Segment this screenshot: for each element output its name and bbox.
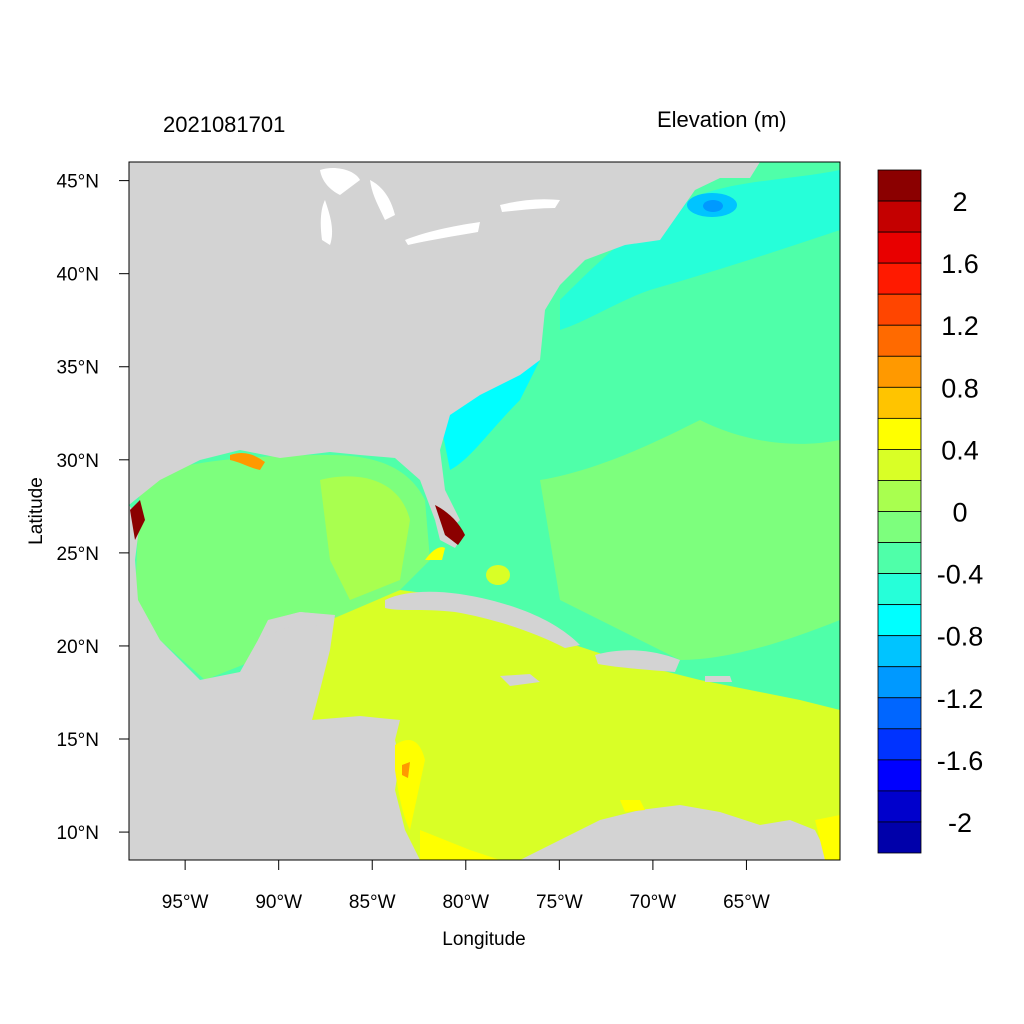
venezuela-coast-high (620, 800, 645, 812)
colorbar-tick-label: 1.6 (941, 249, 979, 279)
colorbar-tick-label: 0.4 (941, 435, 979, 465)
nicaragua-coast-spot (402, 762, 410, 778)
colorbar-swatch (877, 293, 922, 326)
y-axis-label: Latitude (26, 477, 47, 545)
y-tick-label: 20°N (57, 637, 99, 658)
texas-surge (130, 500, 145, 540)
colorbar-swatch (877, 480, 922, 512)
colorbar-swatch (877, 262, 922, 295)
x-tick-label: 80°W (442, 892, 489, 913)
x-tick-label: 75°W (536, 892, 583, 913)
great-lakes (320, 168, 560, 245)
x-tick-label: 95°W (162, 892, 209, 913)
colorbar-swatch (877, 169, 922, 202)
y-tick-label: 30°N (57, 451, 99, 472)
atlantic-zero-region (540, 420, 840, 660)
colorbar-tick-label: -2 (948, 808, 972, 838)
colorbar-tick-label: -1.6 (937, 746, 984, 776)
colorbar-swatch (877, 573, 922, 606)
southeast-coast-low (440, 360, 540, 470)
colorbar-swatch (877, 790, 922, 823)
colorbar-swatch (877, 417, 922, 450)
colorbar-tick-label: -0.4 (937, 560, 984, 590)
date-title: 2021081701 (163, 112, 286, 137)
gulf-of-maine-min (703, 200, 723, 212)
x-tick-label: 85°W (349, 892, 396, 913)
colorbar-tick-label: 2 (952, 187, 967, 217)
colorbar-swatch (877, 666, 922, 699)
central-america-coast-high (395, 740, 425, 830)
colorbar-swatch (877, 542, 922, 574)
x-axis: 95°W 90°W 85°W 80°W 75°W 70°W 65°W (162, 860, 770, 913)
plot-frame (128, 161, 841, 861)
y-tick-label: 10°N (57, 823, 99, 844)
x-tick-label: 70°W (630, 892, 677, 913)
y-axis: 45°N 40°N 35°N 30°N 25°N 20°N 15°N 10°N (57, 172, 129, 844)
florida-surge (435, 505, 465, 545)
colorbar-swatch (877, 386, 922, 419)
y-tick-label: 15°N (57, 730, 99, 751)
colorbar (877, 169, 922, 854)
colorbar-labels: 2 1.6 1.2 0.8 0.4 0 -0.4 -0.8 -1.2 -1.6 -2 (937, 187, 984, 838)
colorbar-swatch (877, 759, 922, 792)
bahamas-high (486, 565, 510, 585)
colorbar-swatch (877, 355, 922, 388)
y-tick-label: 40°N (57, 265, 99, 286)
colorbar-tick-label: -1.2 (937, 684, 984, 714)
colorbar-swatch (877, 231, 922, 264)
colorbar-tick-label: -0.8 (937, 622, 984, 652)
x-tick-label: 90°W (255, 892, 302, 913)
y-tick-label: 25°N (57, 544, 99, 565)
northeast-shelf (560, 170, 840, 330)
colorbar-title: Elevation (m) (657, 107, 787, 132)
colorbar-swatch (877, 604, 922, 637)
y-tick-label: 35°N (57, 358, 99, 379)
keys-high (425, 547, 445, 560)
colorbar-swatch (877, 449, 922, 481)
gulf-east-band (320, 476, 410, 600)
colorbar-tick-label: 0 (952, 498, 967, 528)
colorbar-swatch (877, 635, 922, 668)
colorbar-tick-label: 1.2 (941, 311, 979, 341)
colorbar-swatch (877, 821, 922, 854)
colorbar-swatch (877, 697, 922, 730)
panama-coast-high (420, 830, 500, 860)
trinidad-coast-high (815, 815, 840, 860)
colorbar-tick-label: 0.8 (941, 373, 979, 403)
y-tick-label: 45°N (57, 172, 99, 193)
x-tick-label: 65°W (723, 892, 770, 913)
colorbar-swatch (877, 324, 922, 357)
colorbar-swatch (877, 511, 922, 543)
colorbar-swatch (877, 728, 922, 761)
map-plot (129, 162, 840, 860)
colorbar-swatch (877, 200, 922, 233)
x-axis-label: Longitude (442, 929, 525, 950)
louisiana-surge (230, 452, 265, 470)
land-masses (129, 162, 830, 860)
